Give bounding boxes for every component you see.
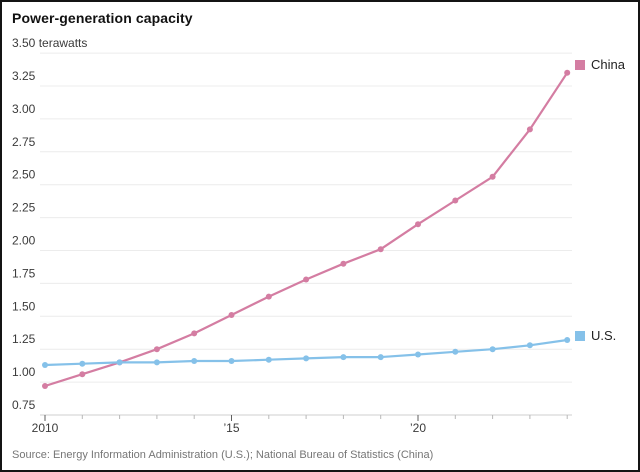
y-axis-label: 1.00 bbox=[12, 365, 36, 379]
us-data-point bbox=[116, 359, 123, 366]
us-data-point bbox=[153, 359, 160, 366]
china-data-point bbox=[415, 221, 421, 228]
china-data-point bbox=[489, 173, 496, 180]
y-axis-label: 2.50 bbox=[12, 168, 36, 182]
us-data-point bbox=[265, 356, 272, 363]
y-axis-label: 3.00 bbox=[12, 102, 36, 116]
china-data-point bbox=[153, 346, 160, 353]
y-axis-label: 1.75 bbox=[12, 266, 36, 280]
china-swatch-icon bbox=[575, 59, 585, 70]
china-data-point bbox=[228, 312, 235, 318]
x-axis-label: 2010 bbox=[32, 421, 59, 435]
china-data-point bbox=[377, 246, 384, 253]
us-data-point bbox=[564, 337, 571, 343]
us-data-point bbox=[79, 360, 86, 367]
legend-us: U.S. bbox=[575, 328, 616, 343]
us-data-point bbox=[489, 346, 496, 353]
chart-title: Power-generation capacity bbox=[12, 10, 193, 26]
y-axis-label: 1.25 bbox=[12, 332, 36, 346]
y-axis-label: 3.50 terawatts bbox=[12, 36, 87, 50]
x-axis-label: ’20 bbox=[410, 421, 426, 435]
y-axis-label: 1.50 bbox=[12, 299, 36, 313]
legend-china: China bbox=[575, 57, 625, 72]
us-swatch-icon bbox=[575, 330, 585, 341]
us-data-point bbox=[228, 358, 235, 364]
china-data-point bbox=[303, 276, 310, 283]
y-axis-label: 3.25 bbox=[12, 69, 36, 83]
source-attribution: Source: Energy Information Administratio… bbox=[12, 449, 434, 461]
y-axis-label: 2.75 bbox=[12, 135, 36, 149]
china-line bbox=[43, 71, 569, 388]
legend-china-label: China bbox=[591, 57, 625, 72]
legend-us-label: U.S. bbox=[591, 328, 617, 343]
china-data-point bbox=[340, 260, 347, 267]
us-data-point bbox=[452, 348, 459, 355]
y-axis-label: 2.00 bbox=[12, 234, 36, 248]
china-data-point bbox=[564, 69, 571, 76]
us-data-point bbox=[191, 358, 198, 364]
us-data-point bbox=[526, 342, 533, 349]
us-data-point bbox=[42, 362, 48, 368]
y-axis-label: 0.75 bbox=[12, 398, 36, 412]
china-data-point bbox=[452, 197, 459, 204]
china-data-point bbox=[191, 330, 198, 337]
china-data-point bbox=[265, 293, 272, 300]
y-axis-label: 2.25 bbox=[12, 201, 36, 215]
x-axis-label: ’15 bbox=[223, 421, 239, 435]
us-data-point bbox=[377, 354, 384, 361]
us-data-point bbox=[303, 355, 310, 362]
china-data-point bbox=[526, 126, 533, 133]
us-data-point bbox=[340, 354, 347, 361]
china-data-point bbox=[79, 371, 86, 378]
china-data-point bbox=[42, 383, 48, 389]
us-data-point bbox=[415, 351, 421, 358]
